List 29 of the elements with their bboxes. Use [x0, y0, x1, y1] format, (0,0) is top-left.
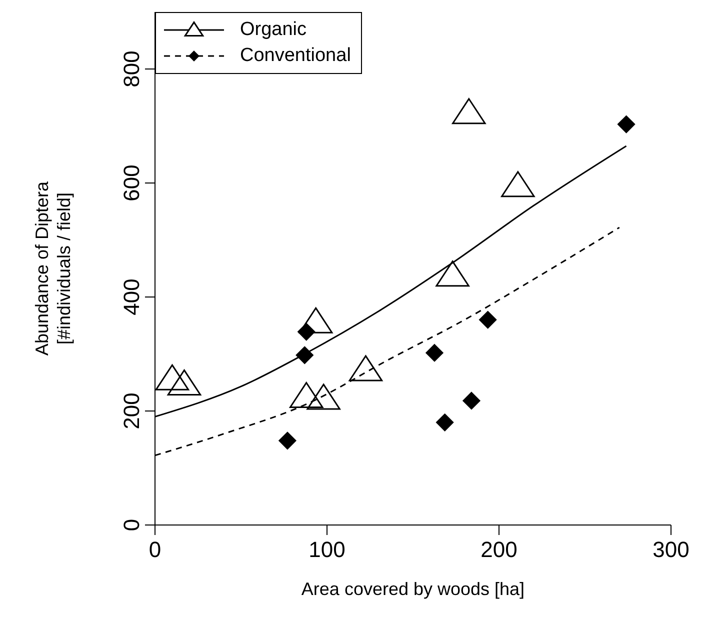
x-axis-title: Area covered by woods [ha] — [301, 579, 525, 599]
point — [426, 344, 444, 362]
y-tick-label: 200 — [119, 392, 144, 430]
point — [501, 171, 535, 198]
point — [298, 307, 333, 334]
point — [348, 355, 383, 382]
y-tick-label: 600 — [119, 164, 144, 202]
y-axis-title: Abundance of Diptera [#individuals / field] — [32, 180, 74, 356]
x-tick-label: 300 — [652, 537, 690, 562]
legend-label: Organic — [240, 19, 307, 41]
point — [306, 384, 340, 410]
point — [462, 392, 480, 410]
point — [296, 346, 314, 364]
y-tick-label: 400 — [119, 278, 144, 316]
point — [452, 98, 486, 124]
point — [298, 323, 316, 341]
x-tick-label: 0 — [148, 537, 162, 562]
x-tick-label: 100 — [308, 537, 346, 562]
point — [290, 382, 324, 408]
point — [167, 369, 202, 396]
point — [436, 260, 470, 287]
point — [479, 311, 497, 329]
point — [155, 364, 190, 390]
x-tick-label: 200 — [480, 537, 518, 562]
y-tick-label: 0 — [119, 518, 144, 532]
point — [278, 432, 296, 450]
point — [436, 414, 454, 432]
legend-label: Conventional — [240, 45, 351, 67]
y-tick-label: 800 — [119, 50, 144, 88]
